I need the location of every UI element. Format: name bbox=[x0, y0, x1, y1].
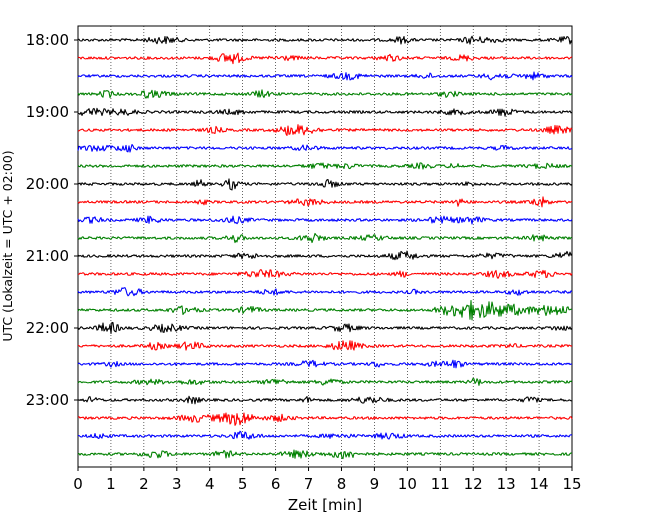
y-tick-label-23:00: 23:00 bbox=[26, 391, 69, 409]
trace-line-23 bbox=[77, 449, 573, 460]
trace-line-7 bbox=[77, 162, 573, 170]
y-tick-label-19:00: 19:00 bbox=[26, 103, 69, 121]
x-tick-label-2: 2 bbox=[139, 475, 149, 493]
trace-line-12 bbox=[77, 250, 573, 261]
y-axis-label: UTC (Lokalzeit = UTC + 02:00) bbox=[0, 150, 15, 341]
trace-line-10 bbox=[77, 215, 573, 225]
x-tick-label-13: 13 bbox=[497, 475, 516, 493]
x-tick-label-4: 4 bbox=[205, 475, 215, 493]
x-tick-label-9: 9 bbox=[370, 475, 380, 493]
trace-line-8 bbox=[77, 178, 573, 191]
y-axis-ticks: 18:00 19:00 20:00 21:00 22:00 23:00 bbox=[26, 31, 78, 409]
x-tick-label-3: 3 bbox=[172, 475, 182, 493]
x-tick-label-12: 12 bbox=[464, 475, 483, 493]
trace-line-19 bbox=[77, 377, 573, 386]
trace-line-13 bbox=[77, 268, 573, 279]
trace-line-18 bbox=[77, 359, 573, 369]
x-tick-label-1: 1 bbox=[106, 475, 116, 493]
trace-line-20 bbox=[77, 395, 573, 405]
trace-line-0 bbox=[77, 35, 573, 45]
x-tick-label-7: 7 bbox=[304, 475, 314, 493]
y-tick-label-20:00: 20:00 bbox=[26, 175, 69, 193]
x-tick-label-6: 6 bbox=[271, 475, 281, 493]
trace-line-15 bbox=[77, 299, 573, 321]
trace-line-17 bbox=[77, 340, 573, 351]
trace-line-11 bbox=[77, 232, 573, 244]
plot-frame bbox=[77, 25, 573, 468]
trace-line-6 bbox=[77, 143, 573, 153]
x-tick-label-0: 0 bbox=[73, 475, 83, 493]
trace-line-16 bbox=[77, 321, 573, 335]
y-tick-label-21:00: 21:00 bbox=[26, 247, 69, 265]
x-tick-label-10: 10 bbox=[398, 475, 417, 493]
grid-lines bbox=[110, 26, 540, 467]
trace-line-1 bbox=[77, 52, 573, 65]
x-tick-label-15: 15 bbox=[562, 475, 581, 493]
trace-line-3 bbox=[77, 89, 573, 99]
y-tick-label-22:00: 22:00 bbox=[26, 319, 69, 337]
x-tick-label-11: 11 bbox=[431, 475, 450, 493]
trace-line-14 bbox=[77, 287, 573, 297]
trace-line-22 bbox=[77, 430, 573, 440]
x-axis-ticks: 0 1 2 3 4 5 6 7 8 9 10 11 12 13 14 15 bbox=[73, 467, 582, 493]
trace-line-2 bbox=[77, 71, 573, 81]
x-tick-label-5: 5 bbox=[238, 475, 248, 493]
trace-line-4 bbox=[77, 107, 573, 117]
trace-line-9 bbox=[77, 196, 573, 208]
trace-line-21 bbox=[77, 412, 573, 426]
x-tick-label-14: 14 bbox=[530, 475, 549, 493]
x-axis-label: Zeit [min] bbox=[288, 496, 362, 514]
trace-line-5 bbox=[77, 124, 573, 137]
y-tick-label-18:00: 18:00 bbox=[26, 31, 69, 49]
trace-group bbox=[77, 35, 573, 460]
x-tick-label-8: 8 bbox=[337, 475, 347, 493]
